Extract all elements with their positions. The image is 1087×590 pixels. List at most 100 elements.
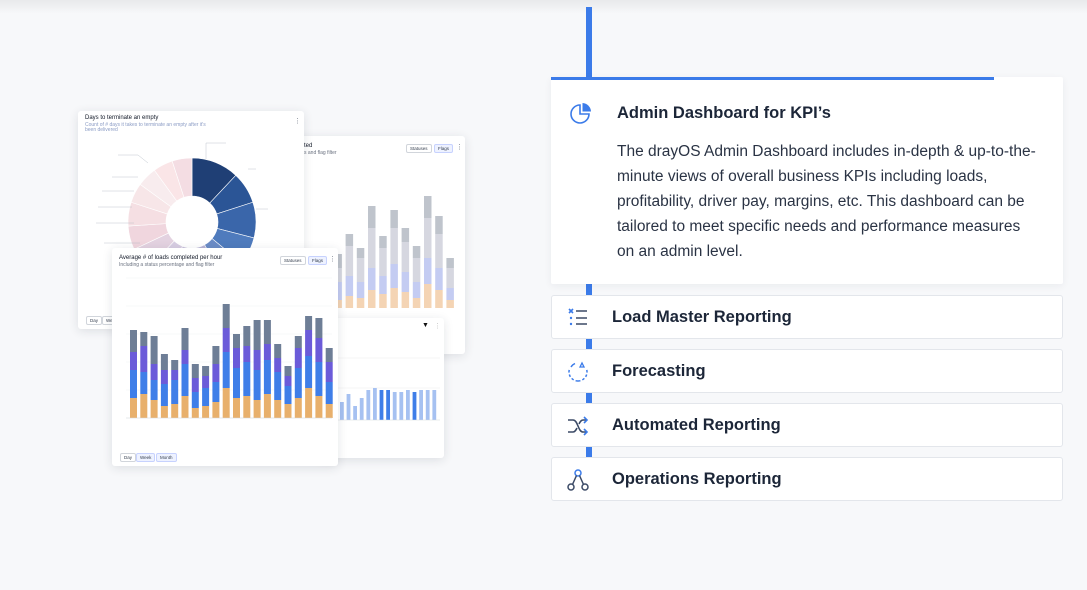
bar-segment [160, 370, 168, 384]
feature-label: Operations Reporting [612, 470, 782, 488]
bar-segment [191, 364, 199, 378]
front-bar-chart [126, 277, 333, 419]
bar-segment [130, 370, 137, 398]
bar-segment [294, 348, 302, 368]
bar-segment [334, 282, 342, 300]
bar-segment [284, 404, 292, 418]
bar-segment [412, 258, 421, 282]
bar-segment [315, 362, 323, 396]
bar-segment [446, 268, 454, 288]
bar-segment [130, 330, 137, 352]
day-tab[interactable]: Day [86, 316, 103, 325]
bar-segment [305, 330, 313, 356]
bar-segment [233, 398, 240, 418]
donut-slice [171, 157, 193, 198]
bar-segment [379, 248, 387, 276]
filter-icon[interactable]: ▼ [422, 322, 429, 329]
bar-segment [305, 356, 313, 388]
bar-segment [130, 352, 137, 370]
statuses-pill[interactable]: Statuses [280, 256, 306, 265]
bar-segment [412, 282, 421, 298]
back-card-title: ted [304, 143, 313, 149]
bar-segment [368, 268, 376, 290]
bar-segment [202, 366, 210, 376]
back-card-subtitle: s and flag filter [304, 150, 337, 156]
bar-segment [222, 304, 230, 328]
bar-segment [222, 388, 230, 418]
bar-segment [222, 328, 230, 352]
front-chart-card: Average # of loads completed per hour In… [112, 248, 338, 466]
flags-pill[interactable]: Flags [434, 144, 454, 153]
bar-segment [401, 228, 410, 242]
bar-segment [274, 358, 282, 372]
more-icon[interactable]: ⋮ [434, 323, 441, 330]
bar-segment [356, 258, 365, 282]
bar [419, 390, 423, 420]
bar-segment [356, 298, 365, 308]
shuffle-icon [568, 416, 589, 436]
bar [392, 392, 397, 420]
bar-segment [171, 370, 179, 380]
bar-segment [368, 228, 376, 268]
feature-description: The drayOS Admin Dashboard includes in-d… [617, 143, 1036, 260]
bar-segment [334, 300, 342, 308]
feature-forecasting[interactable]: Forecasting [551, 349, 1063, 393]
list-icon [568, 308, 587, 326]
leader-line [118, 154, 149, 164]
bar-segment [212, 364, 220, 382]
bar-segment [263, 320, 271, 344]
bar-segment [446, 258, 454, 268]
bar-segment [294, 398, 302, 418]
day-tab[interactable]: Day [120, 453, 137, 462]
bar-segment [233, 348, 240, 368]
bar [425, 390, 430, 420]
statuses-pill[interactable]: Statuses [406, 144, 432, 153]
bar-segment [171, 380, 179, 404]
bar-segment [379, 276, 387, 294]
bar-segment [263, 394, 271, 418]
bar-segment [435, 216, 443, 234]
more-icon[interactable]: ⋮ [294, 118, 301, 125]
bar-segment [294, 368, 302, 398]
feature-label: Forecasting [612, 362, 706, 380]
front-card-subtitle: Including a status percentage and flag f… [119, 262, 215, 268]
bar-segment [368, 206, 376, 228]
nodes-icon [567, 469, 589, 491]
bar-segment [243, 362, 251, 396]
bar-segment [181, 328, 189, 350]
leader-line [205, 142, 226, 159]
bar-segment [253, 320, 261, 350]
bar [406, 390, 410, 420]
flags-pill[interactable]: Flags [308, 256, 328, 265]
feature-load-master-reporting[interactable]: Load Master Reporting [551, 295, 1063, 339]
bar-segment [401, 292, 410, 308]
bar-segment [202, 388, 210, 406]
feature-operations-reporting[interactable]: Operations Reporting [551, 457, 1063, 501]
feature-admin-dashboard[interactable]: Admin Dashboard for KPI’s The drayOS Adm… [551, 77, 1063, 284]
more-icon[interactable]: ⋮ [329, 256, 336, 263]
progress-bar [551, 77, 994, 80]
bar [379, 390, 384, 420]
bar-segment [412, 298, 421, 308]
bar-segment [191, 392, 199, 408]
bar-segment [263, 344, 271, 360]
bar [412, 392, 417, 420]
bar-segment [356, 248, 365, 258]
bar-segment [150, 400, 158, 418]
bar-segment [334, 254, 342, 268]
forecast-icon [568, 361, 588, 382]
bar-segment [222, 352, 230, 388]
bar-segment [202, 376, 210, 388]
more-icon[interactable]: ⋮ [456, 144, 463, 151]
bar-segment [253, 400, 261, 418]
week-tab[interactable]: Week [136, 453, 156, 462]
bar-segment [130, 398, 137, 418]
bar-segment [212, 402, 220, 418]
bar-segment [424, 218, 432, 258]
bar-segment [253, 350, 261, 370]
month-tab[interactable]: Month [156, 453, 177, 462]
feature-automated-reporting[interactable]: Automated Reporting [551, 403, 1063, 447]
bar-segment [263, 360, 271, 394]
top-shadow [0, 0, 1087, 14]
bar-segment [390, 288, 398, 308]
